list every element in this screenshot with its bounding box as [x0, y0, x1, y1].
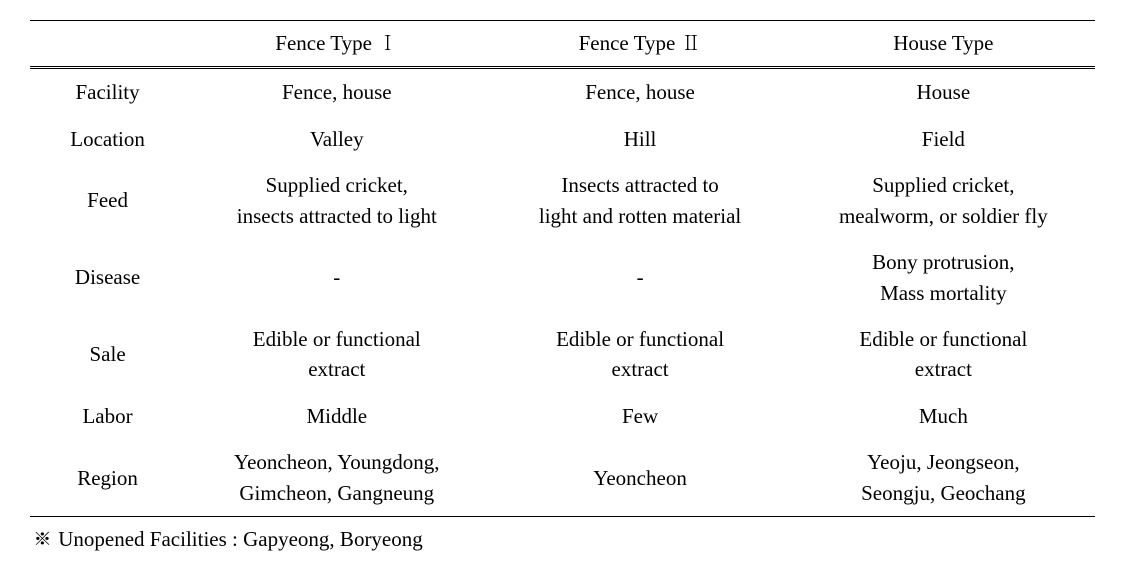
- header-fence-1: Fence Type Ⅰ: [185, 21, 488, 68]
- row-label: Labor: [30, 393, 185, 439]
- table-cell: Bony protrusion,Mass mortality: [792, 239, 1095, 316]
- table-cell: Middle: [185, 393, 488, 439]
- row-label: Feed: [30, 162, 185, 239]
- table-row: Disease--Bony protrusion,Mass mortality: [30, 239, 1095, 316]
- table-cell: Yeoncheon, Youngdong,Gimcheon, Gangneung: [185, 439, 488, 516]
- table-cell: Supplied cricket,mealworm, or soldier fl…: [792, 162, 1095, 239]
- table-cell: Yeoncheon: [488, 439, 791, 516]
- table-row: FacilityFence, houseFence, houseHouse: [30, 68, 1095, 116]
- table-cell: -: [185, 239, 488, 316]
- table-cell: Much: [792, 393, 1095, 439]
- row-label: Region: [30, 439, 185, 516]
- table-container: Fence Type Ⅰ Fence Type Ⅱ House Type Fac…: [30, 20, 1095, 555]
- table-cell: Supplied cricket,insects attracted to li…: [185, 162, 488, 239]
- row-label: Facility: [30, 68, 185, 116]
- table-cell: Edible or functionalextract: [488, 316, 791, 393]
- table-cell: Edible or functionalextract: [792, 316, 1095, 393]
- header-house: House Type: [792, 21, 1095, 68]
- table-row: SaleEdible or functionalextractEdible or…: [30, 316, 1095, 393]
- table-cell: Few: [488, 393, 791, 439]
- row-label: Location: [30, 116, 185, 162]
- row-label: Disease: [30, 239, 185, 316]
- comparison-table: Fence Type Ⅰ Fence Type Ⅱ House Type Fac…: [30, 20, 1095, 517]
- table-row: LaborMiddleFewMuch: [30, 393, 1095, 439]
- table-header-row: Fence Type Ⅰ Fence Type Ⅱ House Type: [30, 21, 1095, 68]
- table-cell: Insects attracted tolight and rotten mat…: [488, 162, 791, 239]
- header-blank: [30, 21, 185, 68]
- table-cell: Fence, house: [488, 68, 791, 116]
- table-cell: House: [792, 68, 1095, 116]
- table-body: FacilityFence, houseFence, houseHouseLoc…: [30, 68, 1095, 517]
- table-cell: -: [488, 239, 791, 316]
- table-row: FeedSupplied cricket,insects attracted t…: [30, 162, 1095, 239]
- table-cell: Hill: [488, 116, 791, 162]
- table-row: RegionYeoncheon, Youngdong,Gimcheon, Gan…: [30, 439, 1095, 516]
- table-cell: Fence, house: [185, 68, 488, 116]
- table-row: LocationValleyHillField: [30, 116, 1095, 162]
- table-footnote: ※ Unopened Facilities : Gapyeong, Boryeo…: [30, 517, 1095, 554]
- table-cell: Edible or functionalextract: [185, 316, 488, 393]
- header-fence-2: Fence Type Ⅱ: [488, 21, 791, 68]
- table-cell: Valley: [185, 116, 488, 162]
- table-cell: Yeoju, Jeongseon,Seongju, Geochang: [792, 439, 1095, 516]
- table-cell: Field: [792, 116, 1095, 162]
- row-label: Sale: [30, 316, 185, 393]
